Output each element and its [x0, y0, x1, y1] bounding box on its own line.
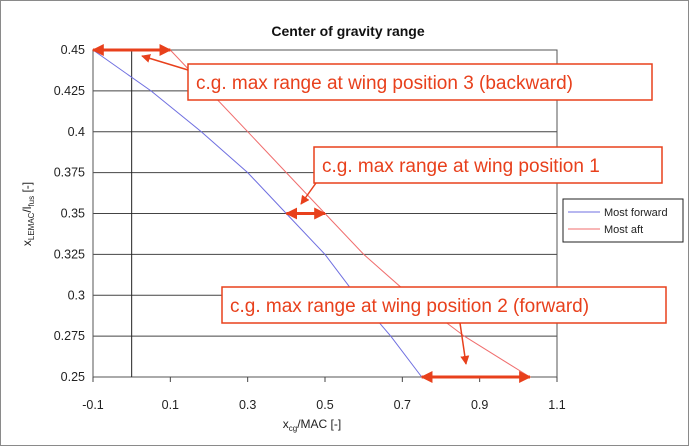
y-tick-label: 0.325 [54, 247, 85, 261]
y-tick-label: 0.375 [54, 166, 85, 180]
y-tick-label: 0.25 [61, 370, 85, 384]
range-arrows [91, 44, 532, 383]
x-tick-label: 0.5 [316, 398, 333, 412]
x-axis-label-main: x [283, 417, 289, 431]
legend: Most forward Most aft [562, 198, 684, 243]
callout-pointer [141, 54, 189, 71]
y-tick-label: 0.35 [61, 207, 85, 221]
y-tick-label: 0.4 [68, 125, 85, 139]
x-tick-label: 1.1 [548, 398, 565, 412]
x-tick-label: 0.9 [471, 398, 488, 412]
y-axis-label-sub: LEMAC [27, 212, 36, 240]
x-axis-ticks: -0.1 0.1 0.3 0.5 0.7 0.9 1.1 [82, 377, 566, 412]
callout-text: c.g. max range at wing position 1 [322, 156, 600, 177]
legend-label-most-aft: Most aft [604, 224, 643, 236]
callout-pointer [300, 182, 317, 205]
x-tick-label: 0.1 [162, 398, 179, 412]
callout-pointer [459, 322, 470, 365]
legend-label-most-forward: Most forward [604, 207, 668, 219]
callout-box [313, 146, 663, 184]
y-axis-label-main: x [20, 240, 34, 246]
callout-text: c.g. max range at wing position 3 (backw… [196, 73, 573, 94]
y-axis-label: xLEMAC/lfus [-] [20, 182, 36, 246]
y-tick-label: 0.3 [68, 288, 85, 302]
callout-wing-position-1: c.g. max range at wing position 1 [300, 146, 663, 205]
y-tick-label: 0.275 [54, 329, 85, 343]
legend-box [562, 198, 684, 243]
chart-title: Center of gravity range [271, 23, 424, 39]
y-axis-ticks: 0.25 0.275 0.3 0.325 0.35 0.375 0.4 0.425 0.45 [54, 43, 85, 384]
y-tick-label: 0.425 [54, 84, 85, 98]
x-tick-label: 0.3 [239, 398, 256, 412]
x-axis-label-sub: cg [289, 424, 297, 433]
x-tick-label: -0.1 [82, 398, 104, 412]
x-tick-label: 0.7 [394, 398, 411, 412]
x-axis-label-rest: /MAC [-] [297, 417, 341, 431]
callout-wing-position-3: c.g. max range at wing position 3 (backw… [141, 54, 653, 101]
x-axis-label: xcg/MAC [-] [283, 417, 341, 433]
y-tick-label: 0.45 [61, 43, 85, 57]
y-axis-label-mid: /l [20, 207, 34, 213]
callout-text: c.g. max range at wing position 2 (forwa… [230, 296, 589, 317]
callout-box [221, 286, 667, 324]
callout-box [187, 63, 653, 101]
callout-wing-position-2: c.g. max range at wing position 2 (forwa… [221, 286, 667, 365]
y-axis-label-sub2: fus [27, 196, 36, 207]
y-axis-label-rest: [-] [20, 182, 34, 196]
